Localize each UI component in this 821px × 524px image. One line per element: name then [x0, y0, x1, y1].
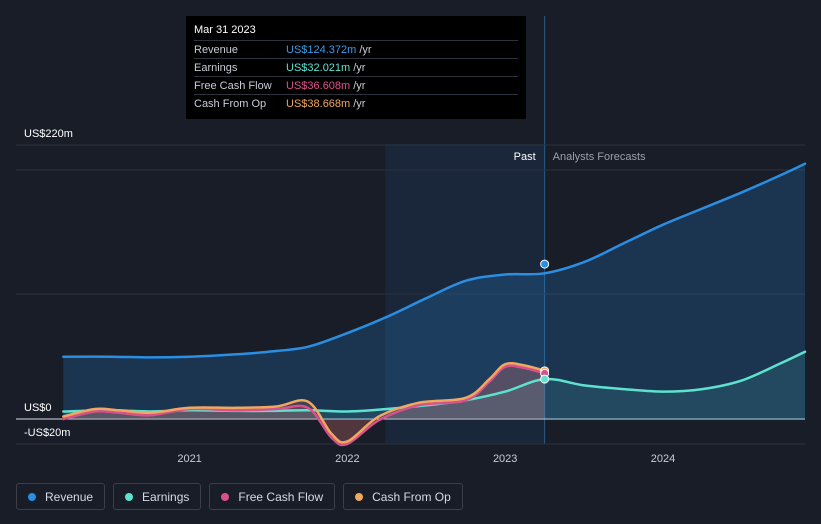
axis-labels: US$220m US$0 -US$20m 2021 2022 2023 2024 Past An…: [24, 128, 675, 465]
tooltip-row-value: US$38.668m: [286, 97, 351, 110]
y-tick-label: US$0: [24, 402, 52, 414]
tooltip-row-unit: /yr: [353, 97, 366, 110]
legend-dot-icon: [221, 492, 230, 501]
legend-item-cash-from-op[interactable]: Cash From Op: [343, 483, 463, 510]
marker-revenue[interactable]: [540, 259, 550, 269]
x-tick-label: 2024: [651, 453, 675, 465]
legend-item-free-cash-flow[interactable]: Free Cash Flow: [209, 483, 336, 510]
grid-lines: [16, 144, 805, 445]
tooltip-row: Cash From Op US$38.668m/yr: [194, 94, 518, 112]
legend-dot-icon: [125, 492, 134, 501]
series-areas: [63, 163, 806, 445]
highlight-markers: [540, 259, 550, 384]
tooltip-row-unit: /yr: [359, 43, 372, 56]
tooltip-row-unit: /yr: [353, 61, 366, 74]
tooltip-row-value: US$36.608m: [286, 79, 351, 92]
legend-dot-icon: [28, 492, 36, 501]
legend-label: Revenue: [45, 489, 94, 504]
tooltip-row-label: Revenue: [194, 43, 239, 56]
legend: Revenue Earnings Free Cash Flow Cash From O…: [16, 483, 463, 510]
legend-item-earnings[interactable]: Earnings: [113, 483, 202, 510]
line-cash-from-op[interactable]: [62, 362, 546, 444]
tooltip-row-label: Free Cash Flow: [194, 79, 272, 92]
data-tooltip: Mar 31 2023 Revenue US$124.372m/yr Earning…: [186, 16, 526, 119]
tooltip-row: Revenue US$124.372m/yr: [194, 40, 518, 58]
area-free-cash-flow: [63, 365, 545, 445]
legend-label: Free Cash Flow: [238, 489, 324, 504]
forecast-label: Analysts Forecasts: [553, 151, 646, 163]
tooltip-row-value: US$32.021m: [286, 61, 351, 74]
area-earnings: [63, 351, 806, 419]
tooltip-row-unit: /yr: [353, 79, 366, 92]
legend-item-revenue[interactable]: Revenue: [16, 483, 106, 510]
tooltip-row-value: US$124.372m: [286, 43, 357, 56]
past-label: Past: [514, 151, 536, 163]
tooltip-row-label: Cash From Op: [194, 97, 267, 110]
x-tick-label: 2021: [177, 453, 201, 465]
tooltip-row: Free Cash Flow US$36.608m/yr: [194, 76, 518, 94]
legend-label: Cash From Op: [372, 489, 451, 504]
tooltip-row-label: Earnings: [194, 61, 238, 74]
legend-dot-icon: [355, 492, 364, 501]
x-tick-label: 2022: [335, 453, 359, 465]
tooltip-rows: Revenue US$124.372m/yr Earnings US$32.021m /…: [194, 40, 518, 112]
area-cash-from-op: [63, 363, 545, 443]
line-revenue[interactable]: [62, 162, 807, 359]
y-tick-label: -US$20m: [24, 427, 70, 439]
legend-label: Earnings: [142, 489, 190, 504]
y-tick-label: US$220m: [24, 128, 73, 140]
tooltip-row: Earnings US$32.021m/yr: [194, 58, 518, 76]
x-tick-label: 2023: [493, 453, 517, 465]
marker-earnings[interactable]: [540, 374, 550, 384]
area-revenue: [63, 163, 806, 419]
tooltip-date: Mar 31 2023: [194, 24, 256, 36]
series-lines: [62, 162, 807, 447]
line-free-cash-flow[interactable]: [62, 364, 546, 447]
